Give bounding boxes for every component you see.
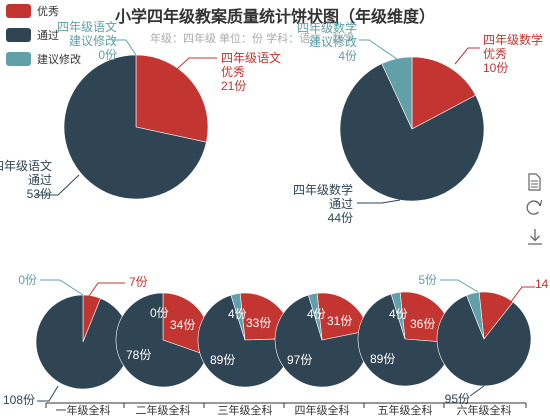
label-leader-line [37,385,59,402]
legend-swatch[interactable] [6,28,31,42]
data-label: 10份 [483,61,508,75]
chart-subtitle: 年级：四年级 单位：份 学科：语文、数学 [150,31,354,45]
data-label: 0份 [18,273,37,287]
data-label: 四年级语文 [57,19,117,34]
save-image-icon-glyph [528,229,542,245]
label-leader-line [88,282,125,297]
legend-item-2[interactable]: 建议修改 [6,52,81,66]
data-label: 95份 [445,392,470,406]
pie-slice-pass[interactable] [436,294,532,387]
data-label: 36份 [410,317,435,331]
category-label: 六年级全科 [457,403,512,417]
pie-slice-revise[interactable] [230,292,246,341]
pie-slice-excellent[interactable] [135,54,209,143]
restore-icon[interactable] [526,199,543,215]
data-label: 建议修改 [69,33,117,48]
data-view-icon-lines [531,180,538,188]
label-leader-line [469,385,485,397]
data-label: 44份 [328,211,353,225]
pie-slice-pass[interactable] [63,54,207,200]
data-label: 0份 [98,48,117,62]
data-label: 4份 [228,307,247,321]
legend-label: 建议修改 [37,52,81,66]
legend-item-0[interactable]: 优秀 [6,4,59,18]
label-leader-line [35,174,80,196]
data-label: 4份 [389,307,408,321]
restore-icon-arrow [536,199,543,207]
save-image-icon[interactable] [528,229,542,245]
label-leader-line [509,286,535,304]
data-label: 四年级数学 [293,182,353,197]
category-label: 五年级全科 [378,403,433,417]
pie-slice-revise[interactable] [466,291,485,340]
label-leader-line [357,199,401,204]
data-label: 4份 [338,49,357,63]
data-view-icon[interactable] [528,173,541,191]
data-label: 四年级语文 [0,158,52,173]
data-label: 通过 [329,197,353,211]
data-label: 78份 [126,348,151,362]
pie-0: 四年级语文优秀21份四年级语文通过53份四年级语文建议修改0份 [0,19,281,201]
label-leader-line [440,279,479,293]
data-label: 108份 [3,393,35,407]
data-label: 97份 [287,353,312,367]
data-label: 7份 [129,275,148,289]
pie-slice-excellent[interactable] [411,56,477,130]
data-label: 优秀 [483,47,507,61]
legend-item-1[interactable]: 通过 [6,28,59,42]
label-leader-line [40,279,84,296]
label-leader-line [176,57,217,70]
label-leader-line [359,39,398,60]
data-label: 通过 [28,173,52,187]
data-label: 31份 [327,314,352,328]
category-label: 一年级全科 [56,403,111,417]
pie-slice-revise[interactable] [307,292,323,341]
data-label: 四年级数学 [483,32,543,47]
pie-slice-pass[interactable] [339,63,485,202]
data-label: 89份 [370,352,395,366]
pie-slice-pass[interactable] [357,293,453,387]
data-label: 四年级语文 [221,50,281,65]
legend-swatch[interactable] [6,4,31,18]
data-label: 建议修改 [309,34,357,49]
data-label: 4份 [307,307,326,321]
category-label: 四年级全科 [295,403,350,417]
data-label: 89份 [210,353,235,367]
category-label: 二年级全科 [136,403,191,417]
data-label: 34份 [170,318,195,332]
data-label: 14 [535,277,549,291]
category-label: 三年级全科 [218,403,273,417]
data-label: 53份 [27,187,52,201]
pie-slice-pass[interactable] [115,292,208,388]
data-label: 优秀 [221,65,245,79]
data-label: 0份 [150,306,169,320]
data-label: 四年级数学 [297,20,357,35]
data-label: 5份 [418,273,437,287]
legend-label: 通过 [37,29,59,42]
data-view-icon-body [528,173,541,191]
label-leader-line [112,39,137,56]
toolbox [526,173,543,245]
chart-title: 小学四年级教案质量统计饼状图（年级维度） [115,7,435,26]
label-leader-line [454,47,480,65]
data-label: 21份 [221,79,246,93]
legend-label: 优秀 [37,5,59,18]
data-label: 33份 [246,316,271,330]
legend-swatch[interactable] [6,52,31,66]
pie-slice-revise[interactable] [390,291,406,340]
